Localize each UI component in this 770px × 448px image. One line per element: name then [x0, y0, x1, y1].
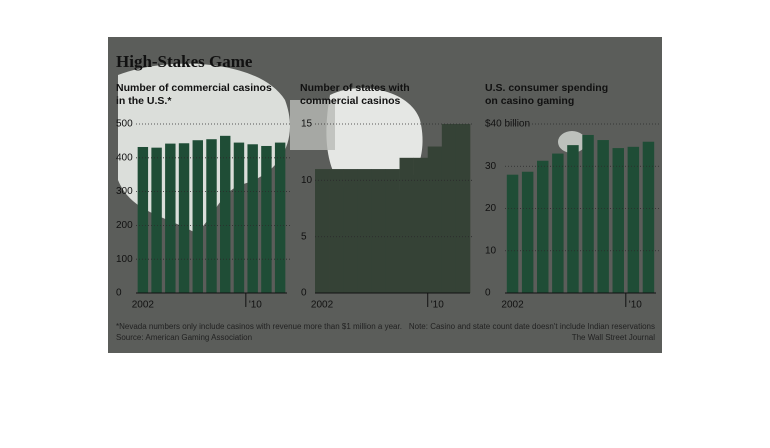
step-segment — [371, 169, 386, 293]
step-segment — [455, 124, 471, 293]
bar — [165, 143, 176, 293]
y-tick-label: 300 — [116, 186, 133, 197]
page-title: High-Stakes Game — [116, 52, 253, 71]
bar — [582, 134, 594, 293]
highlight — [290, 100, 335, 150]
y-tick-label: 5 — [301, 231, 307, 242]
x-tick-label: 2002 — [311, 300, 334, 311]
bar — [521, 171, 534, 293]
source: Source: American Gaming Association — [116, 333, 252, 342]
bar — [247, 144, 258, 293]
y-tick-label: 10 — [301, 175, 313, 186]
step-segment — [329, 169, 344, 293]
chart-subtitle: on casino gaming — [485, 95, 574, 107]
step-segment — [413, 157, 429, 293]
bar — [233, 142, 245, 293]
footnote: *Nevada numbers only include casinos wit… — [116, 322, 402, 331]
x-tick-label: 2002 — [501, 300, 524, 311]
bar — [642, 141, 655, 293]
bar — [178, 143, 190, 293]
y-tick-label: $40 billion — [485, 119, 530, 130]
bar — [192, 140, 203, 293]
chart-subtitle: in the U.S.* — [116, 95, 172, 107]
step-segment — [441, 124, 457, 293]
y-tick-label: 15 — [301, 119, 313, 130]
step-segment — [357, 169, 372, 293]
step-segment — [399, 157, 414, 293]
bar — [597, 140, 609, 293]
bar — [261, 145, 272, 293]
y-tick-label: 0 — [116, 288, 122, 299]
x-tick-label: 2002 — [132, 300, 155, 311]
bar — [612, 148, 624, 293]
credit: The Wall Street Journal — [572, 333, 656, 342]
x-tick-label: '10 — [431, 300, 444, 311]
bar — [552, 153, 564, 293]
step-segment — [427, 146, 443, 293]
bar — [506, 174, 519, 293]
y-tick-label: 0 — [485, 288, 491, 299]
y-tick-label: 400 — [116, 152, 133, 163]
bar — [137, 146, 149, 293]
y-tick-label: 0 — [301, 288, 307, 299]
y-tick-label: 10 — [485, 245, 497, 256]
y-tick-label: 100 — [116, 254, 133, 265]
bar — [151, 147, 162, 293]
chart-subtitle: Number of states with — [300, 82, 410, 94]
bar — [220, 135, 231, 293]
step-segment — [343, 169, 358, 293]
bar — [537, 160, 549, 293]
step-segment — [385, 169, 400, 293]
chart-subtitle: U.S. consumer spending — [485, 82, 608, 94]
highlight — [558, 131, 586, 153]
y-tick-label: 20 — [485, 203, 497, 214]
note: Note: Casino and state count date doesn'… — [409, 322, 655, 331]
chart-subtitle: Number of commercial casinos — [116, 82, 272, 94]
chart-subtitle: commercial casinos — [300, 95, 401, 107]
step-segment — [315, 169, 330, 293]
y-tick-label: 500 — [116, 119, 133, 130]
y-tick-label: 30 — [485, 161, 497, 172]
x-tick-label: '10 — [629, 300, 642, 311]
bar — [206, 139, 217, 293]
bar — [274, 142, 286, 293]
x-tick-label: '10 — [249, 300, 262, 311]
bar — [567, 145, 579, 293]
y-tick-label: 200 — [116, 220, 133, 231]
bar — [627, 146, 640, 293]
